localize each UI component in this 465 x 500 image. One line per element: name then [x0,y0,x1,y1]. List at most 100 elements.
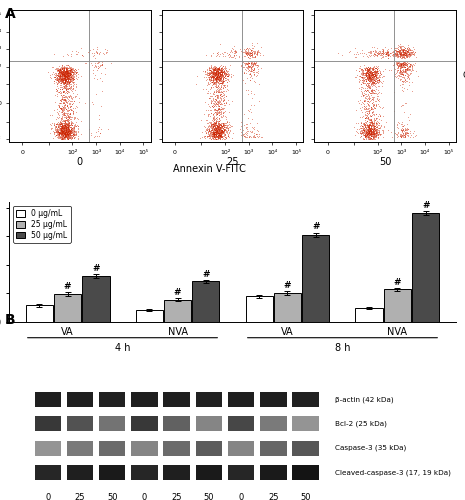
Point [358,128,365,136]
Point [209,70,217,78]
Point [369,100,376,108]
Point [207,83,215,91]
Point [57,68,64,76]
Point [217,78,224,86]
Point [362,72,370,80]
Point [61,122,69,130]
Point [209,74,217,82]
Point [209,72,217,80]
Point [249,44,256,52]
Point [62,125,70,133]
Point [380,72,387,80]
Point [60,76,68,84]
Point [211,100,218,108]
Point [364,69,372,77]
Bar [99,465,126,480]
Point [214,131,221,139]
Point [57,124,65,132]
Point [383,118,390,126]
Point [63,88,71,96]
Point [359,74,366,82]
Point [247,88,255,96]
Point [247,46,255,54]
Point [56,66,64,74]
Point [58,127,65,135]
Point [65,68,72,76]
Point [242,128,249,136]
Point [219,74,226,82]
Point [372,122,379,130]
Point [65,132,72,140]
Point [67,126,75,134]
Point [58,70,66,78]
Point [217,74,225,82]
Point [51,75,59,83]
Point [58,74,66,82]
Point [67,71,75,79]
Point [56,67,64,75]
Point [61,68,68,76]
Point [63,76,70,84]
Point [402,66,409,74]
Point [216,98,223,106]
Point [61,130,69,138]
Point [62,75,69,83]
Point [214,74,221,82]
Point [402,126,409,134]
Point [372,114,379,122]
Point [212,122,219,130]
Point [407,44,414,52]
Point [63,132,70,140]
Point [213,72,220,80]
Point [65,128,72,136]
Point [364,75,372,83]
Point [57,66,65,74]
Point [219,122,227,130]
Point [207,66,215,74]
Point [218,82,225,90]
Point [370,76,377,84]
Point [212,108,219,116]
Point [219,71,227,79]
Point [399,50,406,58]
Point [379,112,386,120]
Point [63,68,71,76]
Point [209,113,217,121]
Point [248,64,256,72]
Point [90,69,97,77]
Point [215,66,222,74]
Point [209,128,216,136]
Point [368,72,376,80]
Point [207,72,214,80]
Point [389,133,396,141]
Point [66,103,74,111]
Point [217,129,224,137]
Point [66,128,73,136]
Point [219,132,226,140]
Point [216,68,224,76]
Point [64,126,71,134]
Point [71,126,78,134]
Point [406,62,414,70]
Point [60,72,68,80]
Point [367,135,375,143]
Point [63,124,71,132]
Point [211,64,218,72]
Point [218,64,226,72]
Point [63,73,70,81]
Point [58,73,66,81]
Point [62,66,70,74]
Point [358,67,365,75]
Point [210,122,217,130]
Point [208,131,215,139]
Point [370,78,377,86]
Point [372,82,379,90]
Point [70,104,77,112]
Point [213,118,220,126]
Point [60,74,68,82]
Point [59,126,66,134]
Point [61,63,69,71]
Point [61,74,68,82]
Point [60,124,68,132]
Point [218,78,225,86]
